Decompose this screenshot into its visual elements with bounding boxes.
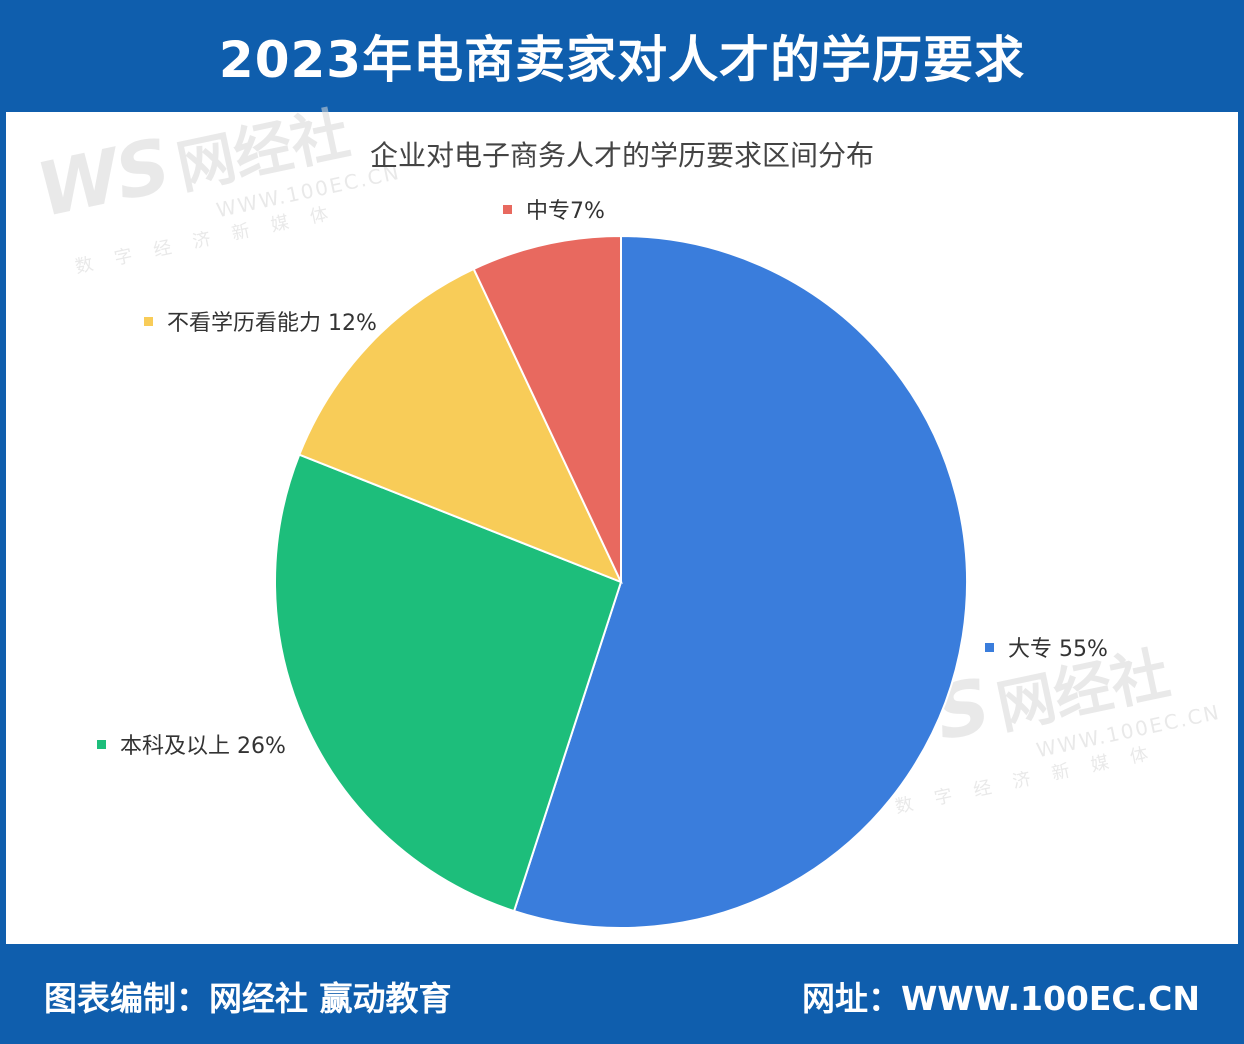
legend-text-benke: 本科及以上 26%	[120, 734, 286, 759]
legend-swatch-benke	[97, 739, 106, 749]
footer-website: 网址：WWW.100EC.CN	[801, 979, 1200, 1018]
pie-slice-zhongzhuan	[472, 234, 622, 583]
chart-title: 企业对电子商务人才的学历要求区间分布	[369, 139, 874, 172]
header-banner: 2023年电商卖家对人才的学历要求	[0, 0, 1244, 112]
legend-swatch-zhongzhuan	[503, 204, 512, 214]
footer-banner: 图表编制：网经社 赢动教育 网址：WWW.100EC.CN	[0, 944, 1244, 1044]
left-border	[0, 112, 6, 944]
legend-text-zhongzhuan: 中专7%	[526, 199, 605, 224]
page-title: 2023年电商卖家对人才的学历要求	[218, 31, 1026, 89]
legend-label-benke: 本科及以上 26%	[97, 728, 286, 760]
right-border	[1238, 112, 1244, 944]
pie-slice-dazhuan	[512, 234, 968, 929]
legend-label-zhongzhuan: 中专7%	[503, 193, 605, 225]
legend-label-dazhuan: 大专 55%	[985, 631, 1108, 663]
legend-swatch-dazhuan	[985, 642, 994, 652]
legend-text-buxue: 不看学历看能力 12%	[167, 311, 377, 336]
legend-label-buxue: 不看学历看能力 12%	[144, 305, 377, 337]
pie-slice-buxue	[297, 267, 623, 584]
legend-swatch-buxue	[144, 316, 153, 326]
footer-credit: 图表编制：网经社 赢动教育	[44, 979, 452, 1018]
pie-slice-benke	[274, 453, 623, 913]
legend-text-dazhuan: 大专 55%	[1008, 637, 1108, 662]
